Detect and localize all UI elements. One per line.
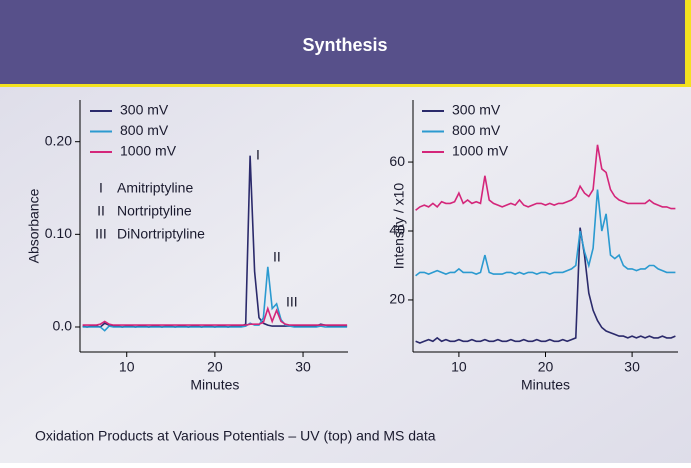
compound-name: Nortriptyline <box>117 203 192 219</box>
compound-marker: III <box>95 226 107 242</box>
compound-marker: I <box>99 180 103 196</box>
header-rule <box>0 84 691 87</box>
compound-name: Amitriptyline <box>117 180 193 196</box>
y-tick-label: 20 <box>389 291 405 307</box>
series-line <box>82 266 348 332</box>
peak-label: III <box>286 294 298 310</box>
peak-label: I <box>256 147 260 163</box>
legend-label: 800 mV <box>120 122 169 138</box>
y-tick-label: 60 <box>389 153 405 169</box>
header-edge <box>685 0 691 87</box>
legend-label: 300 mV <box>452 102 501 118</box>
y-tick-label: 0.20 <box>45 132 72 148</box>
header-title: Synthesis <box>302 35 387 55</box>
series-line <box>415 189 676 277</box>
series-line <box>415 144 676 211</box>
compound-marker: II <box>97 203 105 219</box>
legend-label: 800 mV <box>452 122 501 138</box>
legend-label: 300 mV <box>120 102 169 118</box>
x-axis-label: Minutes <box>521 377 570 393</box>
y-tick-label: 40 <box>389 222 405 238</box>
x-tick-label: 20 <box>207 359 223 375</box>
x-axis-label: Minutes <box>190 377 239 393</box>
compound-name: DiNortriptyline <box>117 226 205 242</box>
x-tick-label: 10 <box>451 359 467 375</box>
series-line <box>415 227 676 344</box>
caption: Oxidation Products at Various Potentials… <box>35 428 436 444</box>
y-tick-label: 0.0 <box>53 318 73 334</box>
legend-label: 1000 mV <box>452 143 509 159</box>
legend-label: 1000 mV <box>120 143 177 159</box>
x-tick-label: 10 <box>119 359 135 375</box>
peak-label: II <box>273 249 281 265</box>
y-axis-label: Intensity / x10 <box>391 183 407 270</box>
header-band <box>0 0 691 86</box>
y-tick-label: 0.10 <box>45 225 72 241</box>
x-tick-label: 30 <box>295 359 311 375</box>
y-axis-label: Absorbance <box>26 188 42 263</box>
x-tick-label: 30 <box>624 359 640 375</box>
series-line <box>82 305 348 326</box>
x-tick-label: 20 <box>538 359 554 375</box>
